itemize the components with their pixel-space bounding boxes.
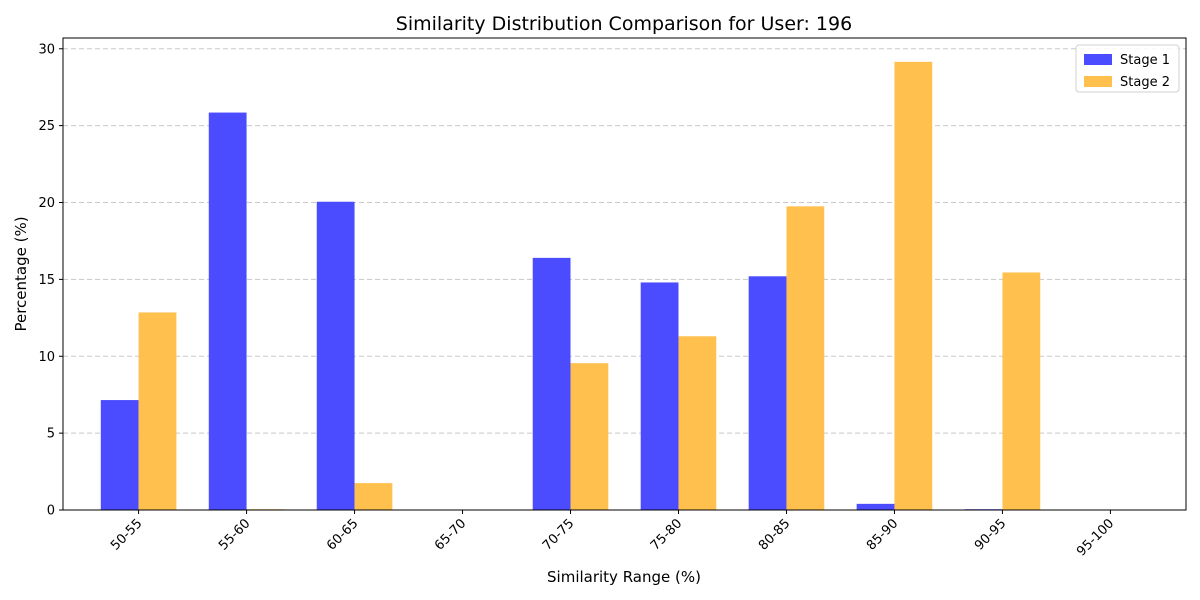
x-tick-label: 65-70 [432,516,469,553]
x-tick-label: 55-60 [216,516,253,553]
x-tick-label: 70-75 [540,516,577,553]
x-tick-label: 95-100 [1074,516,1117,559]
y-tick-label: 30 [38,42,55,57]
y-tick-label: 5 [47,427,55,442]
bar-stage-2 [1002,272,1041,510]
y-axis-label: Percentage (%) [12,216,30,331]
grid-lines [63,48,1186,511]
bar-stage-2 [138,312,177,510]
plot-frame [62,37,1187,511]
bar-stage-1 [532,257,571,510]
bar-stage-2 [678,336,717,510]
x-tick-label: 60-65 [324,516,361,553]
legend-swatch [1084,54,1112,65]
bar-stage-1 [856,503,895,510]
bar-stage-2 [894,61,933,510]
y-tick-label: 15 [38,273,55,288]
x-axis-ticks: 50-55 55-60 60-65 65-70 70-75 75-80 80-85 85-90… [108,510,1117,559]
y-tick-label: 10 [38,350,55,365]
bar-stage-1 [100,400,139,510]
chart-title: Similarity Distribution Comparison for U… [396,13,852,35]
legend-swatch [1084,76,1112,87]
legend-label: Stage 2 [1120,75,1170,90]
legend: Stage 1 Stage 2 [1075,44,1180,93]
bar-stage-1 [208,112,247,510]
bar-stage-1 [316,201,355,510]
y-tick-label: 25 [38,119,55,134]
legend-label: Stage 1 [1120,53,1170,68]
bar-stage-2 [786,206,825,510]
bar-stage-2 [570,363,609,510]
bar-stage-2 [354,483,393,510]
y-axis-ticks: 0 5 10 15 20 25 30 [38,42,63,519]
x-tick-label: 85-90 [864,516,901,553]
bar-stage-1 [640,282,679,510]
x-tick-label: 90-95 [972,516,1009,553]
x-tick-label: 80-85 [756,516,793,553]
x-tick-label: 75-80 [648,516,685,553]
x-axis-label: Similarity Range (%) [547,568,701,586]
y-tick-label: 20 [38,196,55,211]
bar-stage-1 [748,276,787,510]
y-tick-label: 0 [47,504,55,519]
bars [100,61,1041,510]
x-tick-label: 50-55 [108,516,145,553]
